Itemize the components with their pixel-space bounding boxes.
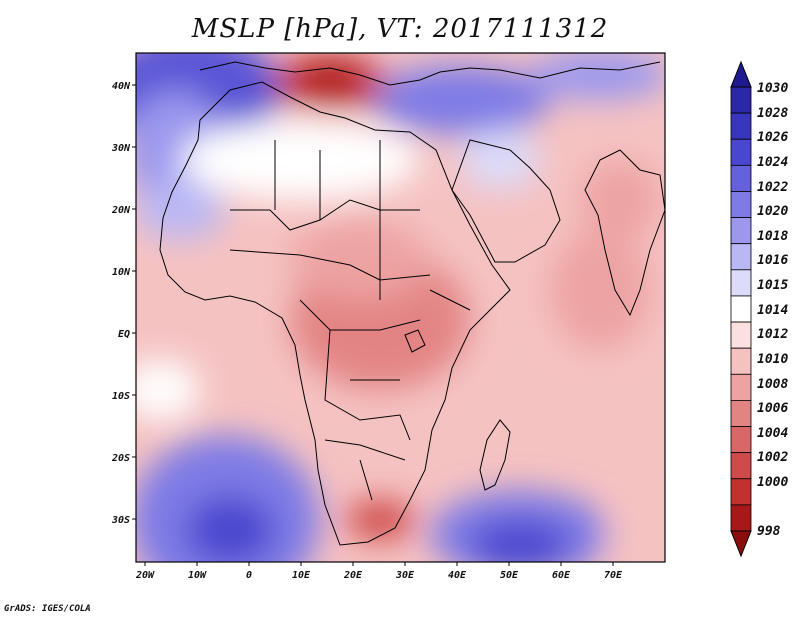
colorbar-cell (730, 112, 752, 140)
colorbar-label-1022: 1022 (757, 180, 788, 195)
colorbar-label-1020: 1020 (757, 204, 788, 219)
colorbar-cell (730, 478, 752, 506)
colorbar-cell (730, 321, 752, 349)
colorbar-label-1016: 1016 (757, 253, 788, 268)
colorbar-cell (730, 295, 752, 323)
colorbar-label-1015: 1015 (757, 278, 788, 293)
lat-label-40n: 40N (112, 81, 131, 92)
colorbar-label-998: 998 (757, 524, 781, 539)
lat-label-20n: 20N (111, 205, 131, 216)
colorbar-label-1014: 1014 (757, 303, 788, 318)
colorbar-cells (730, 86, 752, 532)
country-borders (159, 61, 665, 546)
latitude-labels: 40N 30N 20N 10N EQ 10S 20S 30S (111, 81, 131, 526)
colorbar-label-1006: 1006 (757, 401, 788, 416)
madagascar-outline (479, 419, 511, 491)
latitude-ticks (132, 84, 136, 520)
colorbar-label-1012: 1012 (757, 327, 788, 342)
colorbar-label-1002: 1002 (757, 450, 788, 465)
lon-label-50e: 50E (500, 570, 519, 581)
lat-label-10s: 10S (112, 391, 130, 402)
colorbar-cell (730, 86, 752, 114)
colorbar-cell (730, 347, 752, 375)
colorbar-label-1004: 1004 (757, 426, 788, 441)
colorbar-cell (730, 373, 752, 401)
pressure-blobs (136, 53, 665, 562)
map-title: MSLP [hPa], VT: 2017111312 (191, 14, 609, 44)
colorbar-label-1028: 1028 (757, 106, 788, 121)
africa-coastline (159, 81, 511, 546)
lon-label-70e: 70E (604, 570, 623, 581)
lon-label-10w: 10W (188, 570, 207, 581)
longitude-ticks (144, 562, 614, 566)
colorbar-label-1030: 1030 (757, 81, 788, 96)
lon-label-10e: 10E (292, 570, 311, 581)
colorbar-cell (730, 164, 752, 192)
colorbar-label-1008: 1008 (757, 377, 788, 392)
lat-label-20s: 20S (111, 453, 130, 464)
lon-label-40e: 40E (448, 570, 467, 581)
colorbar-label-1026: 1026 (757, 130, 788, 145)
lat-label-eq: EQ (118, 329, 130, 340)
colorbar-bottom-arrow (730, 530, 752, 558)
lon-label-30e: 30E (395, 570, 415, 581)
colorbar-top-arrow (730, 60, 752, 88)
colorbar-label-1000: 1000 (757, 475, 788, 490)
lake-victoria (404, 329, 426, 353)
arabia-outline (451, 139, 561, 263)
india-outline (584, 149, 665, 317)
europe-coast (199, 61, 661, 86)
longitude-labels: 20W 10W 0 10E 20E 30E 40E 50E 60E 70E (135, 570, 623, 581)
colorbar-cell (730, 452, 752, 480)
colorbar-cell (730, 243, 752, 271)
colorbar: 1030 1028 1026 1024 1022 1020 1018 1016 … (730, 60, 788, 558)
interior-borders (229, 140, 471, 501)
colorbar-cell (730, 217, 752, 245)
colorbar-cell (730, 269, 752, 297)
colorbar-cell (730, 138, 752, 166)
plot-frame (135, 52, 666, 563)
lon-label-0: 0 (246, 570, 252, 581)
colorbar-cell (730, 504, 752, 532)
pressure-field (136, 53, 665, 562)
colorbar-cell (730, 400, 752, 427)
lon-label-60e: 60E (552, 570, 571, 581)
lat-label-30s: 30S (111, 515, 130, 526)
colorbar-cell (730, 191, 752, 218)
lat-label-10n: 10N (112, 267, 131, 278)
colorbar-label-1024: 1024 (757, 155, 788, 170)
colorbar-cell (730, 426, 752, 454)
colorbar-label-1018: 1018 (757, 229, 788, 244)
lon-label-20w: 20W (135, 570, 155, 581)
lon-label-20e: 20E (343, 570, 363, 581)
grads-credit: GrADS: IGES/COLA (4, 604, 91, 614)
colorbar-label-1010: 1010 (757, 352, 788, 367)
lat-label-30n: 30N (111, 143, 131, 154)
